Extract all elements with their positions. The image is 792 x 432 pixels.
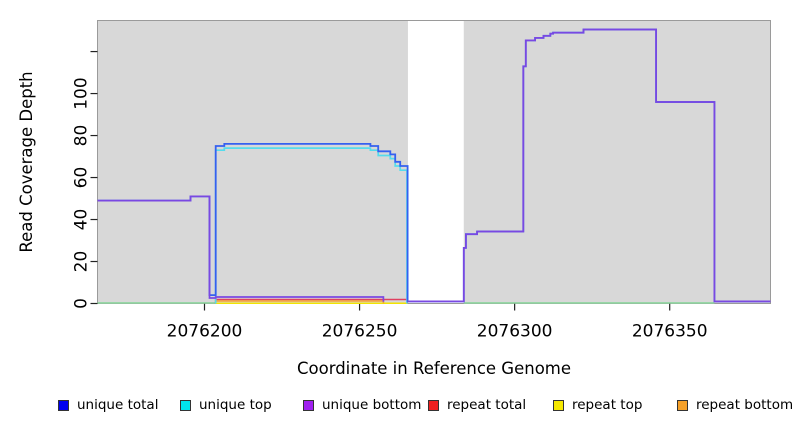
series-traces [97, 28, 771, 304]
legend-label-repeat-total: repeat total [447, 397, 527, 413]
legend-swatch-unique-top [180, 399, 191, 411]
legend-item-repeat-top: repeat top [553, 397, 642, 413]
trace-unique-bottom [97, 195, 385, 302]
x-tick-label: 2076300 [477, 322, 553, 342]
x-tick-label: 2076200 [167, 322, 243, 342]
plot-area: 2076200 2076250 2076300 2076350 0 20 40 60 80 100 [71, 20, 771, 342]
x-axis: 2076200 2076250 2076300 2076350 [167, 303, 708, 342]
legend-label-unique-total: unique total [77, 397, 159, 413]
coverage-chart: 2076200 2076250 2076300 2076350 0 20 40 60 80 100… [17, 20, 771, 378]
legend-label-repeat-top: repeat top [572, 397, 643, 413]
legend-item-unique-total: unique total [58, 397, 158, 413]
y-tick-label: 100 [72, 77, 92, 109]
legend-label-unique-top: unique top [199, 397, 272, 413]
legend-swatch-unique-bottom [303, 399, 314, 411]
legend-item-repeat-total: repeat total [428, 397, 526, 413]
y-tick-label: 60 [72, 167, 92, 189]
legend-label-repeat-bottom: repeat bottom [696, 397, 792, 413]
x-tick-label: 2076350 [632, 322, 708, 342]
legend-label-unique-bottom: unique bottom [322, 397, 422, 413]
x-axis-title: Coordinate in Reference Genome [297, 359, 571, 378]
legend: unique total unique top unique bottom repea… [0, 397, 792, 421]
legend-swatch-repeat-bottom [677, 399, 688, 411]
legend-swatch-repeat-total [428, 399, 439, 411]
legend-swatch-repeat-top [553, 399, 564, 411]
legend-item-unique-top: unique top [180, 397, 272, 413]
y-tick-label: 80 [71, 125, 91, 147]
trace-unique-bottom [407, 28, 771, 303]
y-axis-title: Read Coverage Depth [17, 71, 36, 252]
y-tick-label: 0 [72, 298, 92, 309]
x-tick-label: 2076250 [322, 322, 398, 342]
y-tick-label: 20 [72, 251, 92, 273]
y-axis: 0 20 40 60 80 100 [71, 50, 98, 309]
coverage-gap-band [407, 20, 464, 304]
legend-swatch-unique-total [58, 399, 69, 411]
legend-item-unique-bottom: unique bottom [303, 397, 421, 413]
legend-item-repeat-bottom: repeat bottom [677, 397, 792, 413]
plot-border [97, 20, 771, 304]
y-tick-label: 40 [72, 209, 92, 231]
trace-unique-top [214, 147, 408, 304]
